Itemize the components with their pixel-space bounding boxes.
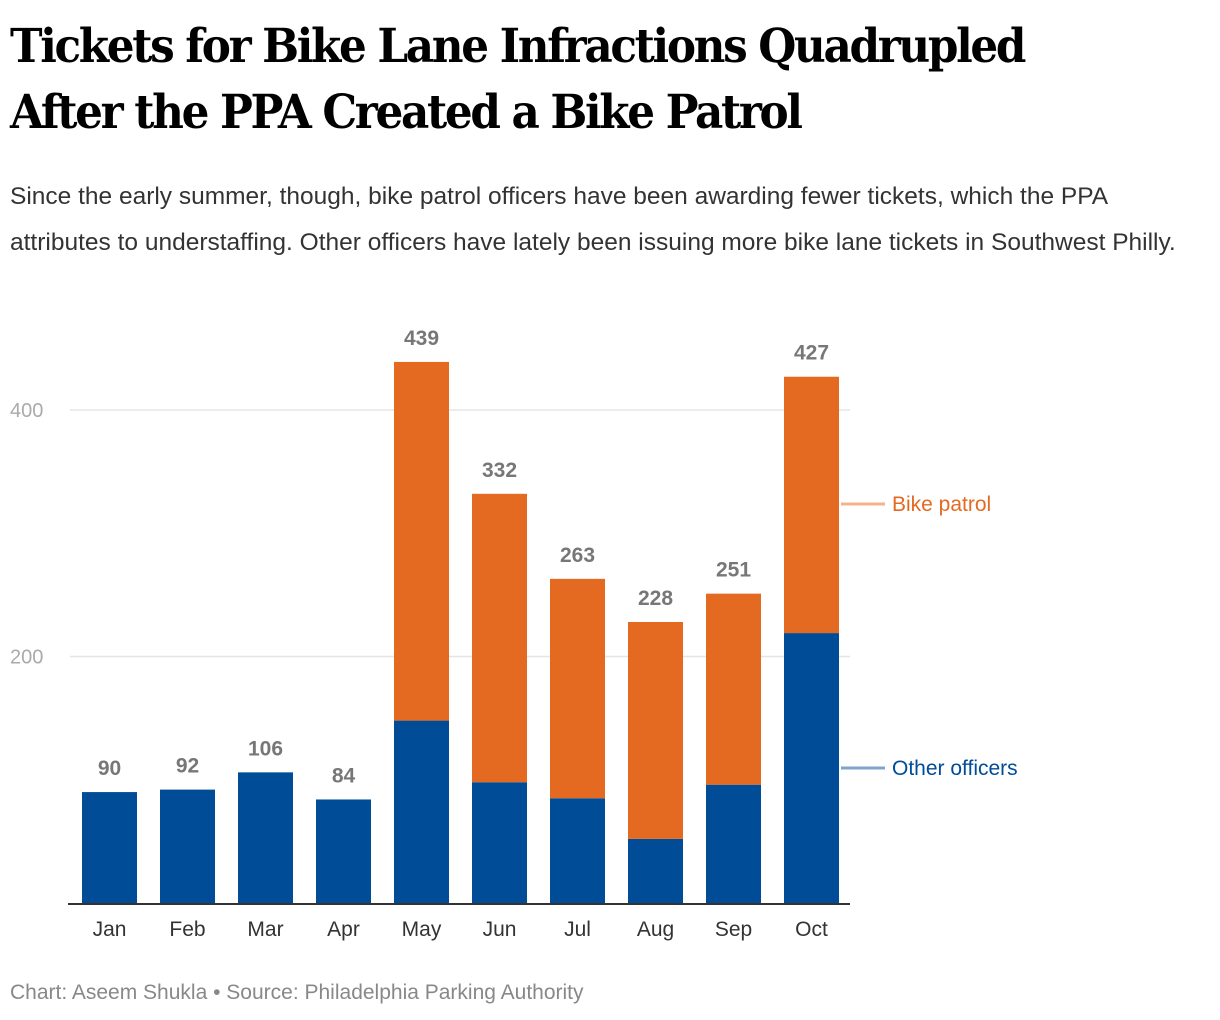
bar-bike-patrol-jun — [472, 493, 527, 783]
total-label-jan: 90 — [98, 757, 121, 780]
legend: Bike patrol Other officers — [841, 493, 1018, 780]
chart-credit: Chart: Aseem Shukla • Source: Philadelph… — [10, 981, 584, 1004]
legend-label-bike-patrol: Bike patrol — [892, 493, 991, 516]
total-label-jul: 263 — [560, 544, 595, 567]
legend-label-other-officers: Other officers — [892, 757, 1018, 780]
total-label-feb: 92 — [176, 755, 199, 778]
x-tick-label-oct: Oct — [795, 918, 828, 941]
bar-other-officers-aug — [628, 838, 683, 903]
chart-subtitle: Since the early summer, though, bike pat… — [10, 183, 1176, 256]
x-tick-label-feb: Feb — [169, 918, 205, 941]
y-tick-label-200: 200 — [10, 647, 43, 669]
total-label-mar: 106 — [248, 737, 283, 760]
y-tick-label-400: 400 — [10, 400, 43, 422]
x-tick-label-mar: Mar — [247, 918, 283, 941]
bar-other-officers-sep — [706, 784, 761, 903]
x-tick-label-jun: Jun — [483, 918, 517, 941]
x-tick-label-sep: Sep — [715, 918, 752, 941]
total-label-apr: 84 — [332, 764, 356, 787]
bar-other-officers-jul — [550, 798, 605, 903]
title-line-1: Tickets for Bike Lane Infractions Quadru… — [10, 19, 1026, 74]
data-labels: 90 92 106 84 439 332 263 228 251 427 — [98, 327, 829, 788]
bar-bike-patrol-sep — [706, 593, 761, 785]
bar-other-officers-may — [394, 720, 449, 903]
x-axis: Jan Feb Mar Apr May Jun Jul Aug Sep Oct — [68, 903, 850, 941]
title-line-2: After the PPA Created a Bike Patrol — [10, 85, 803, 140]
total-label-may: 439 — [404, 327, 439, 350]
x-tick-label-apr: Apr — [327, 918, 360, 941]
bar-bike-patrol-oct — [784, 376, 839, 634]
bar-other-officers-mar — [238, 772, 293, 903]
x-tick-label-jan: Jan — [93, 918, 127, 941]
total-label-jun: 332 — [482, 459, 517, 482]
bar-other-officers-jun — [472, 782, 527, 903]
x-tick-label-jul: Jul — [564, 918, 591, 941]
bar-other-officers-jan — [82, 792, 137, 903]
total-label-oct: 427 — [794, 342, 829, 365]
x-tick-label-aug: Aug — [637, 918, 674, 941]
bar-bike-patrol-may — [394, 361, 449, 721]
x-tick-label-may: May — [402, 918, 442, 941]
bar-other-officers-apr — [316, 799, 371, 903]
bar-bike-patrol-aug — [628, 621, 683, 839]
total-label-aug: 228 — [638, 587, 673, 610]
chart-title: Tickets for Bike Lane Infractions Quadru… — [10, 14, 1126, 146]
bar-other-officers-feb — [160, 789, 215, 903]
bar-bike-patrol-jul — [550, 578, 605, 799]
bar-other-officers-oct — [784, 633, 839, 903]
bars — [82, 361, 839, 903]
total-label-sep: 251 — [716, 559, 751, 582]
